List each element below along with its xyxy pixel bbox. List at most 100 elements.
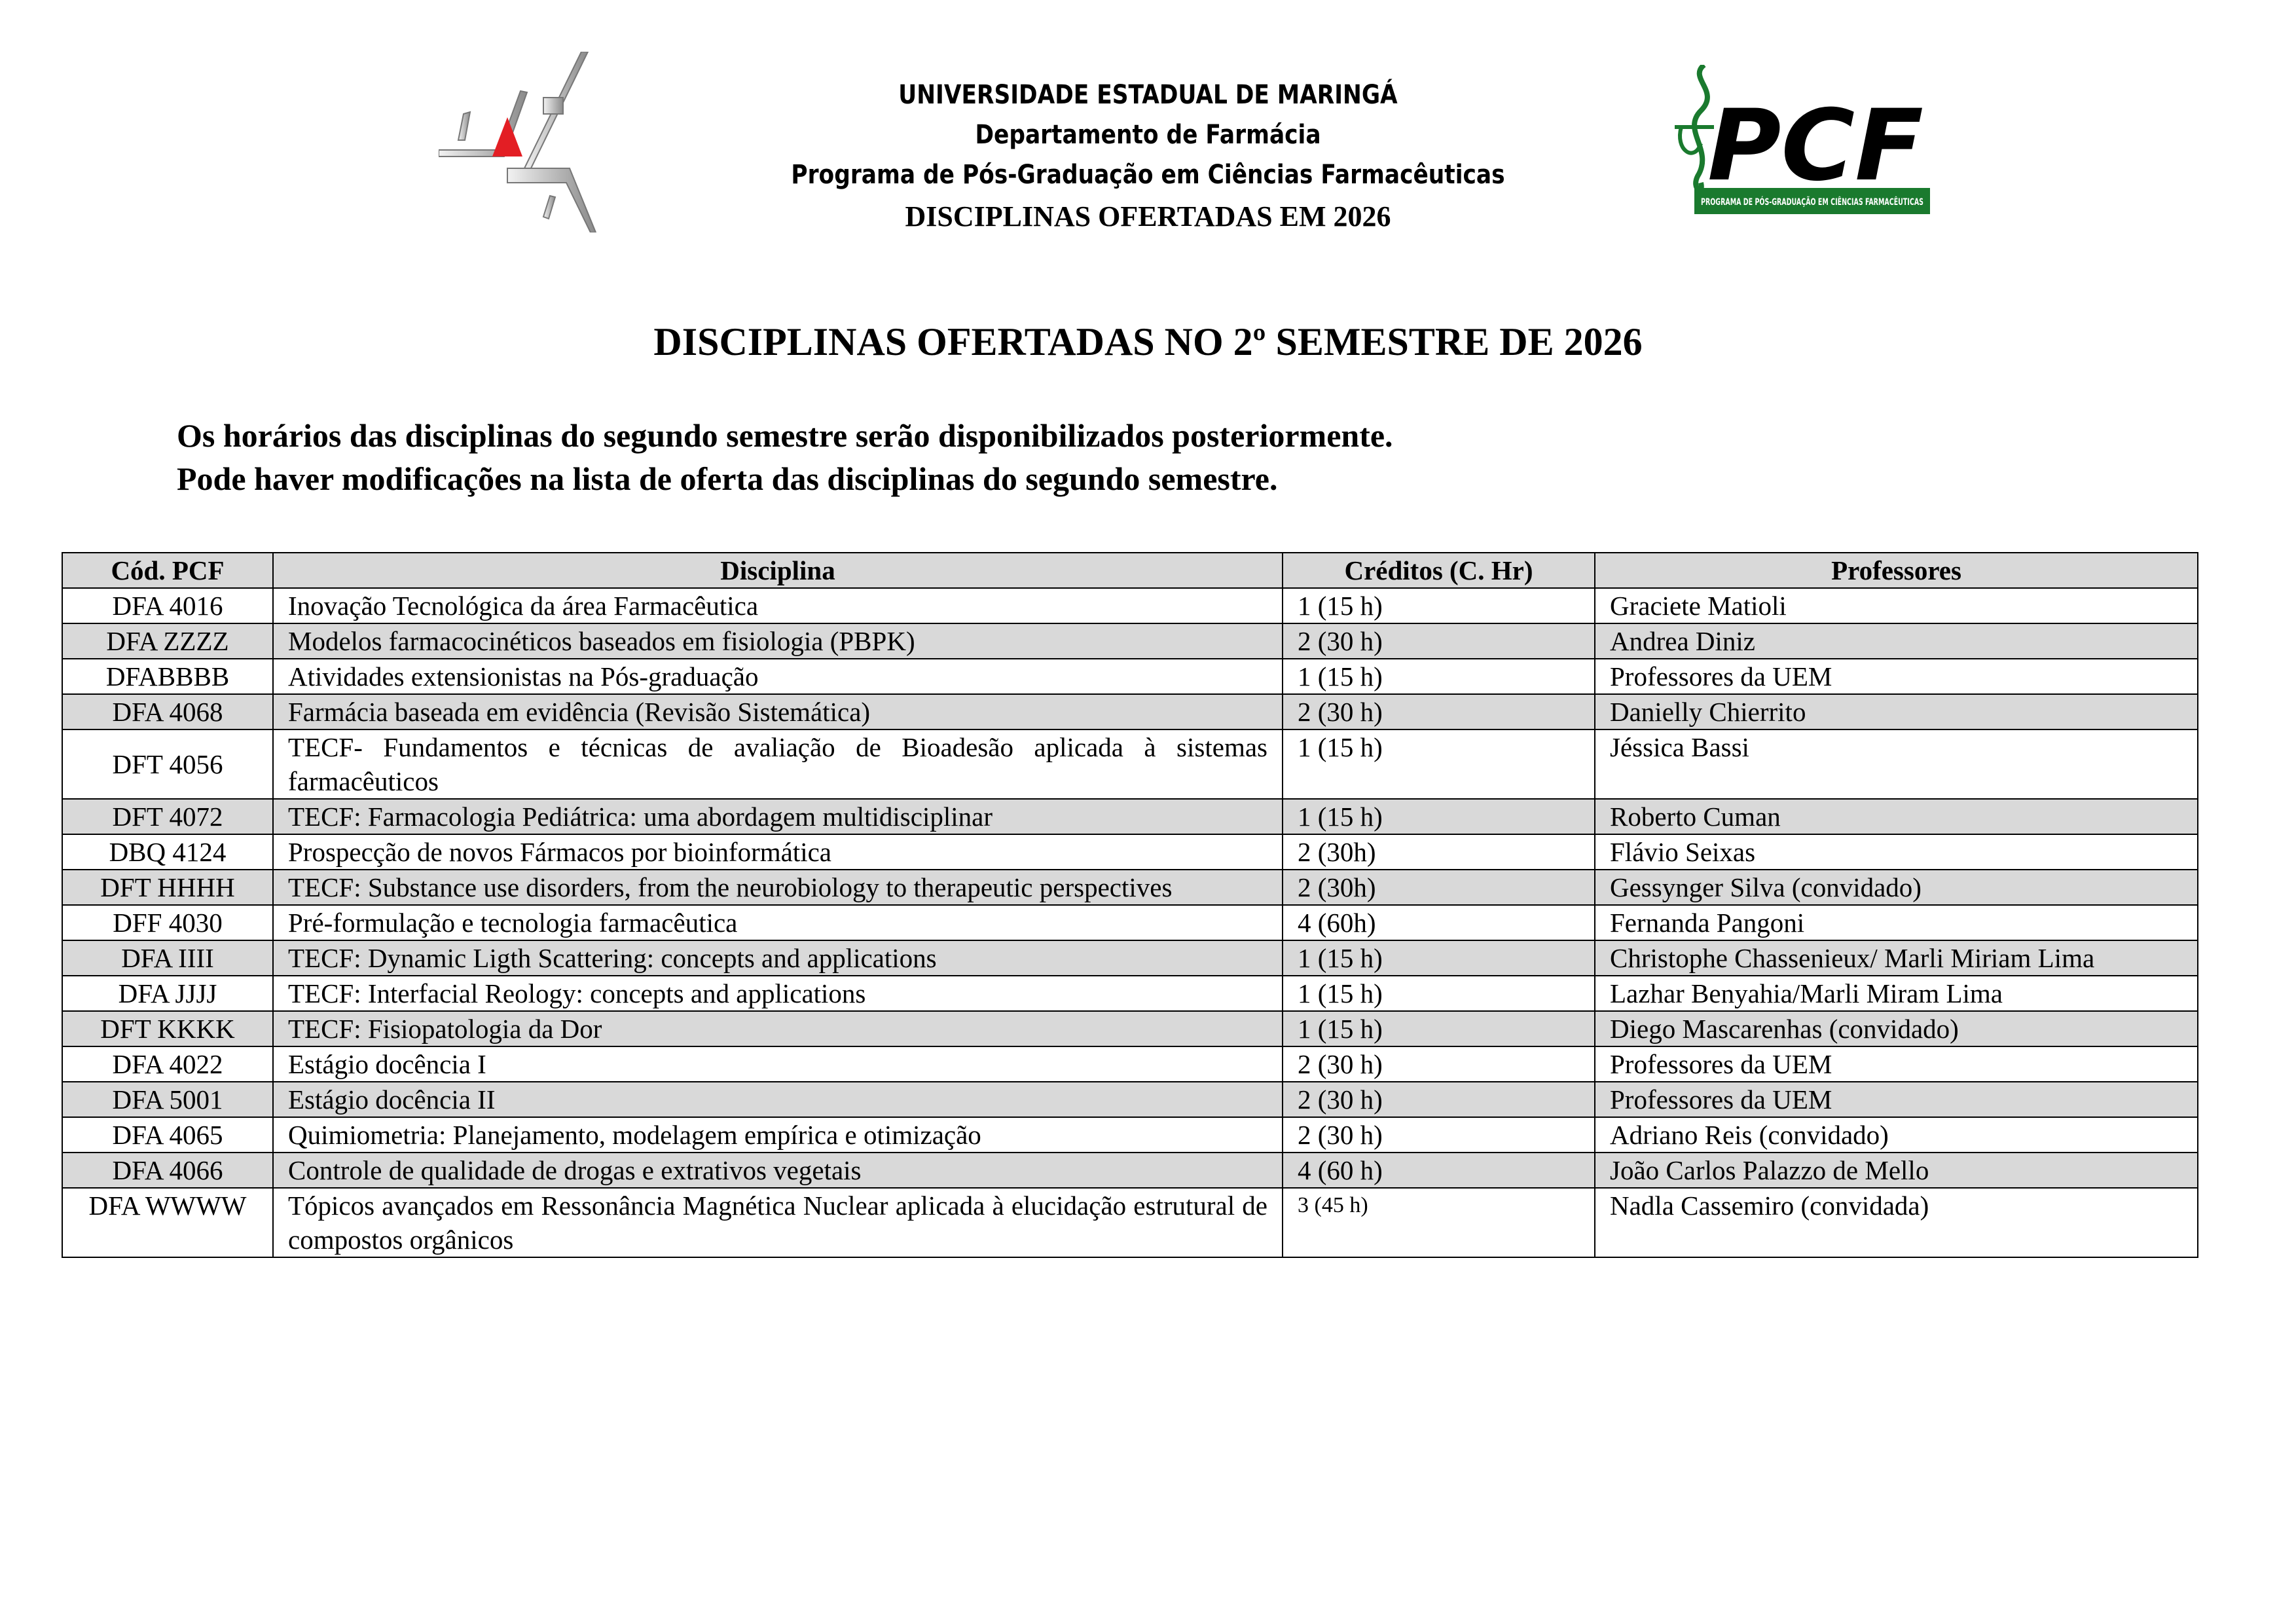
cell-discipline: Estágio docência I xyxy=(272,1046,1283,1082)
column-header-code: Cód. PCF xyxy=(62,552,274,589)
pcf-logo: PCF PROGRAMA DE PÓS-GRADUAÇÃO EM CIÊNCIA… xyxy=(1675,65,1930,214)
cell-code: DFT KKKK xyxy=(62,1010,274,1047)
program-name: Programa de Pós-Graduação em Ciências Fa… xyxy=(791,160,1505,190)
cell-code: DFT 4072 xyxy=(62,798,274,835)
table-header-row: Cód. PCF Disciplina Créditos (C. Hr) Pro… xyxy=(62,552,2198,589)
cell-discipline: Estágio docência II xyxy=(272,1081,1283,1118)
table-row: DFA JJJJ TECF: Interfacial Reology: conce… xyxy=(62,975,2198,1012)
cell-code: DFA ZZZZ xyxy=(62,623,274,659)
cell-discipline: TECF: Dynamic Ligth Scattering: concepts… xyxy=(272,940,1283,976)
cell-credits: 4 (60h) xyxy=(1282,904,1595,941)
cell-professors: Nadla Cassemiro (convidada) xyxy=(1594,1187,2198,1258)
cell-code: DFF 4030 xyxy=(62,904,274,941)
table-row: DFA WWWW Tópicos avançados em Ressonância… xyxy=(62,1187,2198,1258)
cell-credits: 2 (30 h) xyxy=(1282,1081,1595,1118)
cell-credits: 2 (30 h) xyxy=(1282,693,1595,730)
page-title: DISCIPLINAS OFERTADAS NO 2º SEMESTRE DE … xyxy=(653,320,1643,363)
cell-professors: Andrea Diniz xyxy=(1594,623,2198,659)
cell-professors: Fernanda Pangoni xyxy=(1594,904,2198,941)
cell-discipline: Prospecção de novos Fármacos por bioinfo… xyxy=(272,834,1283,870)
table-row: DFA ZZZZ Modelos farmacocinéticos baseado… xyxy=(62,623,2198,659)
table-row: DFT 4072 TECF: Farmacologia Pediátrica: u… xyxy=(62,798,2198,835)
cell-discipline: Farmácia baseada em evidência (Revisão S… xyxy=(272,693,1283,730)
table-row: DFT HHHH TECF: Substance use disorders, f… xyxy=(62,869,2198,906)
cell-professors: Professores da UEM xyxy=(1594,1081,2198,1118)
table-row: DFA 4068 Farmácia baseada em evidência (R… xyxy=(62,693,2198,730)
cell-code: DFA 4016 xyxy=(62,587,274,624)
cell-discipline: Quimiometria: Planejamento, modelagem em… xyxy=(272,1116,1283,1153)
cell-code: DFT 4056 xyxy=(62,729,274,800)
cell-discipline: TECF: Farmacologia Pediátrica: uma abord… xyxy=(272,798,1283,835)
column-header-professors: Professores xyxy=(1594,552,2198,589)
cell-code: DFABBBB xyxy=(62,658,274,695)
cell-credits: 1 (15 h) xyxy=(1282,587,1595,624)
table-row: DFA 4016 Inovação Tecnológica da área Far… xyxy=(62,587,2198,624)
cell-credits: 1 (15 h) xyxy=(1282,1010,1595,1047)
cell-professors: Lazhar Benyahia/Marli Miram Lima xyxy=(1594,975,2198,1012)
cell-discipline: Controle de qualidade de drogas e extrat… xyxy=(272,1152,1283,1189)
table-row: DFA IIII TECF: Dynamic Ligth Scattering: … xyxy=(62,940,2198,976)
table-row: DFF 4030 Pré-formulação e tecnologia farm… xyxy=(62,904,2198,941)
cell-discipline: Tópicos avançados em Ressonância Magnéti… xyxy=(272,1187,1283,1258)
column-header-credits: Créditos (C. Hr) xyxy=(1282,552,1595,589)
cell-professors: Graciete Matioli xyxy=(1594,587,2198,624)
note-modifications: Pode haver modificações na lista de ofer… xyxy=(177,460,1278,497)
cell-discipline: Pré-formulação e tecnologia farmacêutica xyxy=(272,904,1283,941)
cell-credits: 2 (30h) xyxy=(1282,834,1595,870)
cell-professors: Professores da UEM xyxy=(1594,1046,2198,1082)
cell-discipline: Atividades extensionistas na Pós-graduaç… xyxy=(272,658,1283,695)
uem-logo xyxy=(439,52,597,232)
note-schedule: Os horários das disciplinas do segundo s… xyxy=(177,417,1393,454)
cell-credits: 2 (30 h) xyxy=(1282,1046,1595,1082)
table-row: DFT KKKK TECF: Fisiopatologia da Dor 1 (15… xyxy=(62,1010,2198,1047)
disciplines-table: Cód. PCF Disciplina Créditos (C. Hr) Pro… xyxy=(62,552,2198,1258)
cell-code: DFA 5001 xyxy=(62,1081,274,1118)
cell-discipline: Inovação Tecnológica da área Farmacêutic… xyxy=(272,587,1283,624)
cell-code: DFA IIII xyxy=(62,940,274,976)
cell-credits: 1 (15 h) xyxy=(1282,940,1595,976)
cell-credits: 2 (30h) xyxy=(1282,869,1595,906)
cell-professors: Roberto Cuman xyxy=(1594,798,2198,835)
cell-professors: Jéssica Bassi xyxy=(1594,729,2198,800)
cell-code: DFA JJJJ xyxy=(62,975,274,1012)
cell-credits: 4 (60 h) xyxy=(1282,1152,1595,1189)
cell-discipline: TECF: Substance use disorders, from the … xyxy=(272,869,1283,906)
cell-code: DFA 4065 xyxy=(62,1116,274,1153)
cell-credits: 2 (30 h) xyxy=(1282,1116,1595,1153)
svg-text:PROGRAMA DE PÓS-GRADUAÇÃO EM C: PROGRAMA DE PÓS-GRADUAÇÃO EM CIÊNCIAS FA… xyxy=(1701,196,1923,208)
cell-professors: João Carlos Palazzo de Mello xyxy=(1594,1152,2198,1189)
cell-professors: Christophe Chassenieux/ Marli Miriam Lim… xyxy=(1594,940,2198,976)
cell-credits: 1 (15 h) xyxy=(1282,729,1595,800)
cell-professors: Professores da UEM xyxy=(1594,658,2198,695)
department-name: Departamento de Farmácia xyxy=(975,120,1321,150)
cell-credits: 2 (30 h) xyxy=(1282,623,1595,659)
cell-professors: Gessynger Silva (convidado) xyxy=(1594,869,2198,906)
cell-discipline: TECF: Interfacial Reology: concepts and … xyxy=(272,975,1283,1012)
table-row: DFA 4065 Quimiometria: Planejamento, mode… xyxy=(62,1116,2198,1153)
table-row: DBQ 4124 Prospecção de novos Fármacos por… xyxy=(62,834,2198,870)
table-row: DFT 4056 TECF- Fundamentos e técnicas de … xyxy=(62,729,2198,800)
header-subtitle: DISCIPLINAS OFERTADAS EM 2026 xyxy=(905,200,1391,232)
cell-discipline: TECF- Fundamentos e técnicas de avaliaçã… xyxy=(272,729,1283,800)
cell-code: DFA WWWW xyxy=(62,1187,274,1258)
column-header-discipline: Disciplina xyxy=(272,552,1283,589)
cell-code: DFA 4066 xyxy=(62,1152,274,1189)
table-row: DFA 5001 Estágio docência II 2 (30 h) Profe… xyxy=(62,1081,2198,1118)
cell-discipline: Modelos farmacocinéticos baseados em fis… xyxy=(272,623,1283,659)
cell-professors: Flávio Seixas xyxy=(1594,834,2198,870)
svg-text:PCF: PCF xyxy=(1707,89,1923,203)
cell-code: DFA 4068 xyxy=(62,693,274,730)
cell-professors: Adriano Reis (convidado) xyxy=(1594,1116,2198,1153)
cell-credits: 3 (45 h) xyxy=(1282,1187,1595,1258)
university-name: UNIVERSIDADE ESTADUAL DE MARINGÁ xyxy=(898,80,1398,110)
cell-discipline: TECF: Fisiopatologia da Dor xyxy=(272,1010,1283,1047)
cell-credits: 1 (15 h) xyxy=(1282,658,1595,695)
cell-professors: Diego Mascarenhas (convidado) xyxy=(1594,1010,2198,1047)
cell-professors: Danielly Chierrito xyxy=(1594,693,2198,730)
table-row: DFA 4066 Controle de qualidade de drogas … xyxy=(62,1152,2198,1189)
cell-code: DFA 4022 xyxy=(62,1046,274,1082)
cell-credits: 1 (15 h) xyxy=(1282,975,1595,1012)
cell-code: DBQ 4124 xyxy=(62,834,274,870)
table-row: DFABBBB Atividades extensionistas na Pós-… xyxy=(62,658,2198,695)
